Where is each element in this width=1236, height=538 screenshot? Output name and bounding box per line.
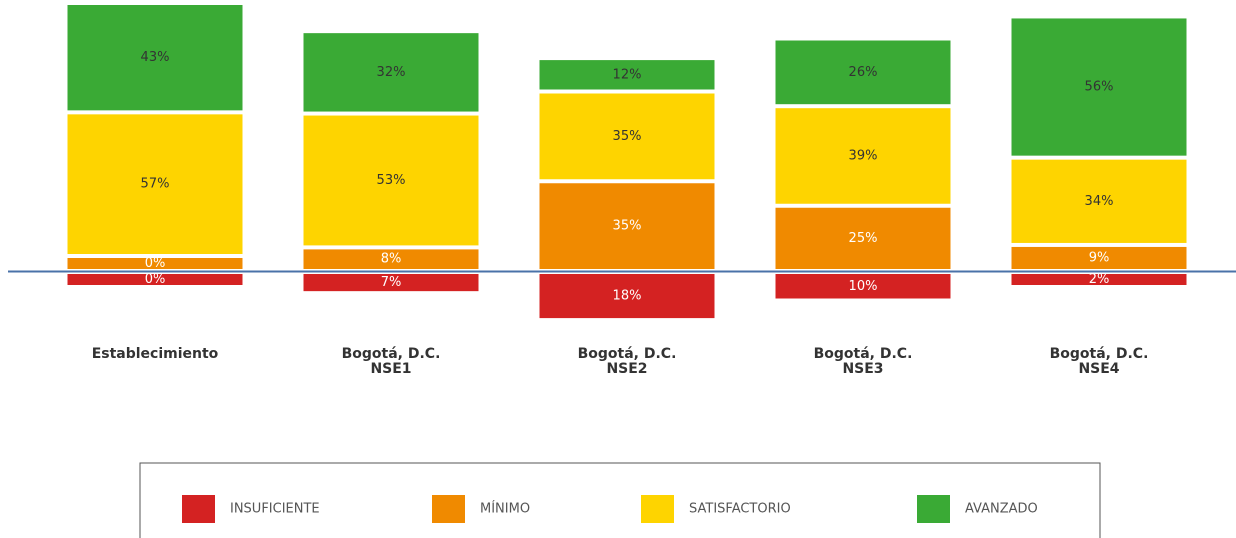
bar-segment — [67, 258, 243, 269]
data-label: 9% — [1089, 250, 1110, 265]
legend-swatch — [432, 495, 465, 523]
x-tick-label: Bogotá, D.C. NSE3 — [813, 346, 913, 377]
legend-label: SATISFACTORIO — [689, 502, 791, 517]
bar-segment — [775, 40, 951, 105]
legend-label: MÍNIMO — [480, 501, 530, 517]
x-tick-label: Bogotá, D.C. NSE4 — [1049, 346, 1149, 377]
x-tick-label: Establecimiento — [91, 346, 219, 362]
bar-segment — [303, 274, 479, 292]
bar-segment — [775, 207, 951, 269]
bar-segment — [67, 5, 243, 111]
x-tick-label: Bogotá, D.C. NSE2 — [577, 346, 677, 377]
bar-segment — [67, 274, 243, 285]
data-label: 8% — [381, 252, 402, 267]
legend-box — [139, 462, 1101, 538]
legend-swatch — [917, 495, 950, 523]
data-label: 35% — [613, 129, 642, 144]
data-label: 0% — [145, 272, 166, 287]
data-label: 32% — [377, 65, 406, 80]
legend-swatch — [641, 495, 674, 523]
data-label: 7% — [381, 275, 402, 290]
x-tick-label: Bogotá, D.C. NSE1 — [341, 346, 441, 377]
bar-segment — [303, 33, 479, 112]
bar-segment — [539, 183, 715, 269]
data-label: 0% — [145, 256, 166, 271]
bar-segment — [539, 60, 715, 90]
bar-segment — [775, 274, 951, 299]
legend-label: AVANZADO — [965, 502, 1038, 517]
data-label: 53% — [377, 173, 406, 188]
data-label: 25% — [849, 231, 878, 246]
data-label: 10% — [849, 279, 878, 294]
bar-segment — [1011, 18, 1187, 156]
bar-segment — [303, 115, 479, 246]
data-label: 12% — [613, 67, 642, 82]
data-label: 2% — [1089, 272, 1110, 287]
data-label: 18% — [613, 289, 642, 304]
data-label: 34% — [1085, 194, 1114, 209]
data-label: 39% — [849, 148, 878, 163]
bar-segment — [1011, 274, 1187, 285]
data-label: 35% — [613, 219, 642, 234]
data-label: 43% — [141, 50, 170, 65]
bar-segment — [67, 114, 243, 254]
bar-segment — [303, 249, 479, 269]
bar-segment — [775, 108, 951, 204]
bar-segment — [1011, 246, 1187, 269]
data-label: 56% — [1085, 80, 1114, 95]
bar-segment — [1011, 159, 1187, 243]
legend-label: INSUFICIENTE — [230, 502, 320, 517]
bar-segment — [539, 274, 715, 319]
data-label: 57% — [141, 177, 170, 192]
data-label: 26% — [849, 65, 878, 80]
legend-swatch — [182, 495, 215, 523]
bar-segment — [539, 93, 715, 180]
